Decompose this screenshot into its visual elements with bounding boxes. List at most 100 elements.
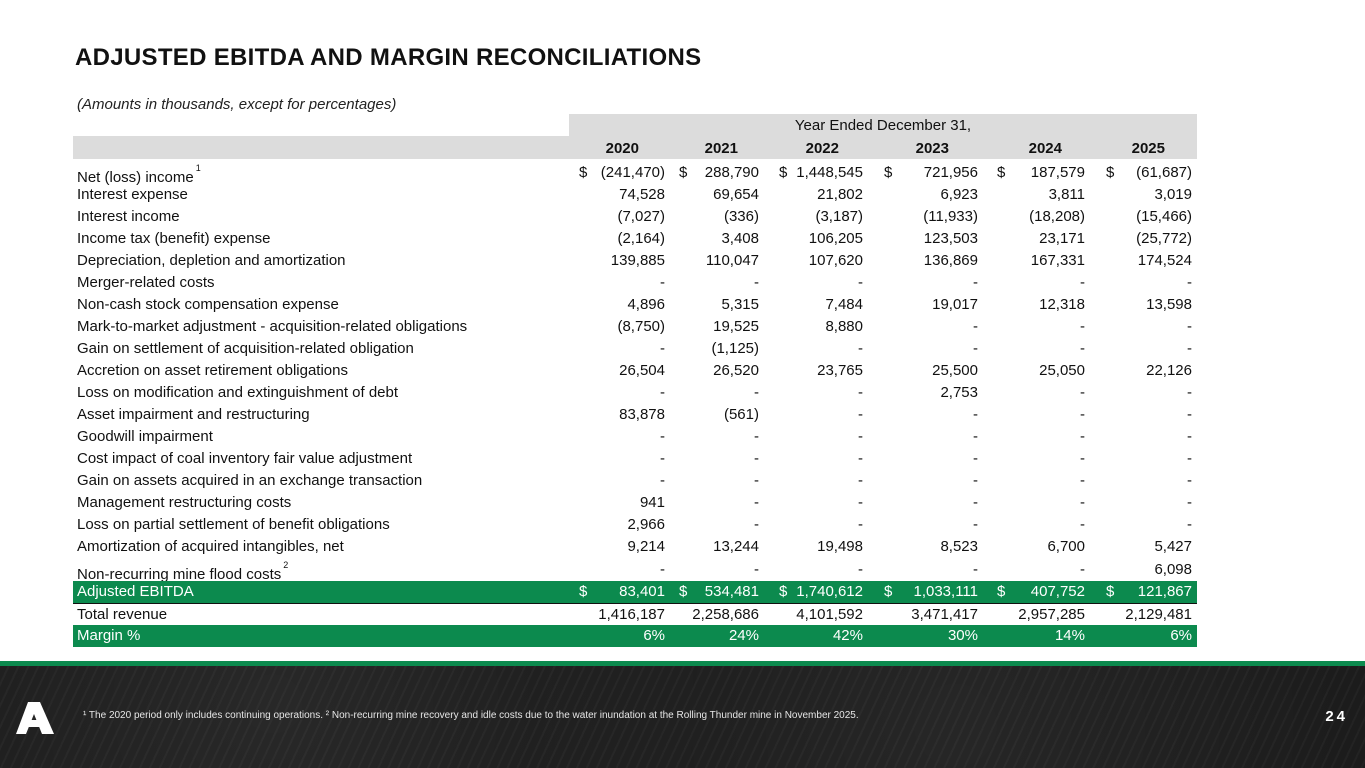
company-logo-icon	[16, 702, 54, 734]
table-cell-2022: 21,802	[817, 186, 863, 203]
row-label: Merger-related costs	[77, 272, 215, 294]
dollar-sign: $	[1106, 583, 1115, 600]
table-row: Adjusted EBITDA $83,401 $534,481 $1,740,612…	[73, 581, 1197, 603]
table-cell-2020: -	[660, 561, 665, 578]
table-cell-2020: 2,966	[627, 516, 665, 533]
table-cell-2020: -	[660, 384, 665, 401]
table-row: Non-recurring mine flood costs2 - - - - - 6,09…	[73, 559, 1197, 583]
table-cell-2021: 110,047	[705, 252, 759, 269]
table-cell-2023: 30%	[947, 627, 978, 644]
table-cell-2024: -	[1080, 428, 1085, 445]
table-row: Loss on partial settlement of benefit ob…	[73, 514, 1197, 536]
table-row: Cost impact of coal inventory fair value…	[73, 448, 1197, 470]
table-cell-2025: 5,427	[1154, 538, 1192, 555]
table-cell-2022: 4,101,592	[796, 606, 863, 623]
row-label-text: Gain on settlement of acquisition-relate…	[77, 340, 414, 357]
table-cell-2021: -	[754, 472, 759, 489]
row-label: Gain on assets acquired in an exchange t…	[77, 470, 422, 492]
row-label: Interest income	[77, 206, 180, 228]
footer-accent-stripe	[0, 661, 1365, 666]
table-cell-2020: 83,401	[619, 583, 665, 600]
table-cell-2022: -	[858, 450, 863, 467]
table-cell-2024: -	[1080, 516, 1085, 533]
table-cell-2024: 25,050	[1039, 362, 1085, 379]
table-cell-2025: (25,772)	[1136, 230, 1192, 247]
row-label-text: Margin %	[77, 627, 141, 644]
dollar-sign: $	[679, 583, 688, 600]
table-cell-2020: (7,027)	[617, 208, 665, 225]
table-cell-2025: -	[1187, 472, 1192, 489]
year-header: 2023	[915, 140, 949, 157]
row-label: Asset impairment and restructuring	[77, 404, 310, 426]
table-cell-2022: -	[858, 494, 863, 511]
table-row: Loss on modification and extinguishment …	[73, 382, 1197, 404]
table-cell-2021: 19,525	[713, 318, 759, 335]
table-cell-2021: 2,258,686	[692, 606, 759, 623]
dollar-sign: $	[884, 583, 893, 600]
row-label: Total revenue	[77, 604, 167, 626]
row-label-text: Accretion on asset retirement obligation…	[77, 362, 348, 379]
table-cell-2021: 69,654	[713, 186, 759, 203]
table-cell-2022: 42%	[832, 627, 863, 644]
row-label: Loss on modification and extinguishment …	[77, 382, 398, 404]
table-cell-2025: -	[1187, 384, 1192, 401]
table-cell-2020: 1,416,187	[598, 606, 665, 623]
table-row: Depreciation, depletion and amortization…	[73, 250, 1197, 272]
table-cell-2024: -	[1080, 274, 1085, 291]
table-cell-2022: -	[858, 472, 863, 489]
table-cell-2023: -	[973, 472, 978, 489]
table-cell-2020: 26,504	[619, 362, 665, 379]
table-cell-2020: -	[660, 340, 665, 357]
table-cell-2021: -	[754, 428, 759, 445]
year-header: 2025	[1131, 140, 1165, 157]
table-cell-2024: 187,579	[1030, 164, 1085, 181]
row-label-text: Gain on assets acquired in an exchange t…	[77, 472, 423, 489]
table-cell-2025: 6%	[1170, 627, 1192, 644]
dollar-sign: $	[1106, 164, 1115, 181]
table-header-band-left	[73, 136, 569, 159]
table-cell-2025: 13,598	[1146, 296, 1192, 313]
table-cell-2021: (561)	[723, 406, 759, 423]
table-cell-2023: -	[973, 494, 978, 511]
table-cell-2020: (8,750)	[617, 318, 665, 335]
table-cell-2024: -	[1080, 340, 1085, 357]
row-label-text: Interest income	[77, 208, 180, 225]
row-label-text: Loss on partial settlement of benefit ob…	[77, 516, 390, 533]
table-cell-2020: 9,214	[627, 538, 665, 555]
table-cell-2024: 167,331	[1030, 252, 1085, 269]
table-cell-2023: -	[973, 274, 978, 291]
row-label-text: Merger-related costs	[77, 274, 215, 291]
dollar-sign: $	[579, 583, 588, 600]
row-label-text: Asset impairment and restructuring	[77, 406, 310, 423]
table-header-band	[569, 114, 1197, 159]
table-cell-2020: 6%	[643, 627, 665, 644]
row-label-text: Depreciation, depletion and amortization	[77, 252, 346, 269]
table-row: Interest income (7,027) (336) (3,187) (11,93…	[73, 206, 1197, 228]
table-row: Amortization of acquired intangibles, ne…	[73, 536, 1197, 558]
table-cell-2020: -	[660, 472, 665, 489]
dollar-sign: $	[997, 164, 1006, 181]
table-cell-2025: 2,129,481	[1125, 606, 1192, 623]
footer-band	[0, 661, 1365, 768]
table-cell-2022: -	[858, 384, 863, 401]
table-cell-2023: -	[973, 340, 978, 357]
table-cell-2025: (61,687)	[1136, 164, 1192, 181]
row-label: Adjusted EBITDA	[77, 581, 194, 603]
table-cell-2022: 19,498	[817, 538, 863, 555]
row-label-text: Non-cash stock compensation expense	[77, 296, 339, 313]
row-label: Cost impact of coal inventory fair value…	[77, 448, 412, 470]
table-cell-2025: -	[1187, 428, 1192, 445]
table-cell-2025: 121,867	[1137, 583, 1192, 600]
table-row: Asset impairment and restructuring 83,878…	[73, 404, 1197, 426]
table-cell-2021: 26,520	[713, 362, 759, 379]
year-header: 2022	[805, 140, 839, 157]
row-label-text: Interest expense	[77, 186, 188, 203]
table-cell-2023: 6,923	[940, 186, 978, 203]
table-cell-2022: -	[858, 561, 863, 578]
dollar-sign: $	[884, 164, 893, 181]
dollar-sign: $	[779, 583, 788, 600]
table-cell-2025: 22,126	[1146, 362, 1192, 379]
table-cell-2020: 139,885	[610, 252, 665, 269]
table-cell-2024: -	[1080, 472, 1085, 489]
table-cell-2025: -	[1187, 274, 1192, 291]
